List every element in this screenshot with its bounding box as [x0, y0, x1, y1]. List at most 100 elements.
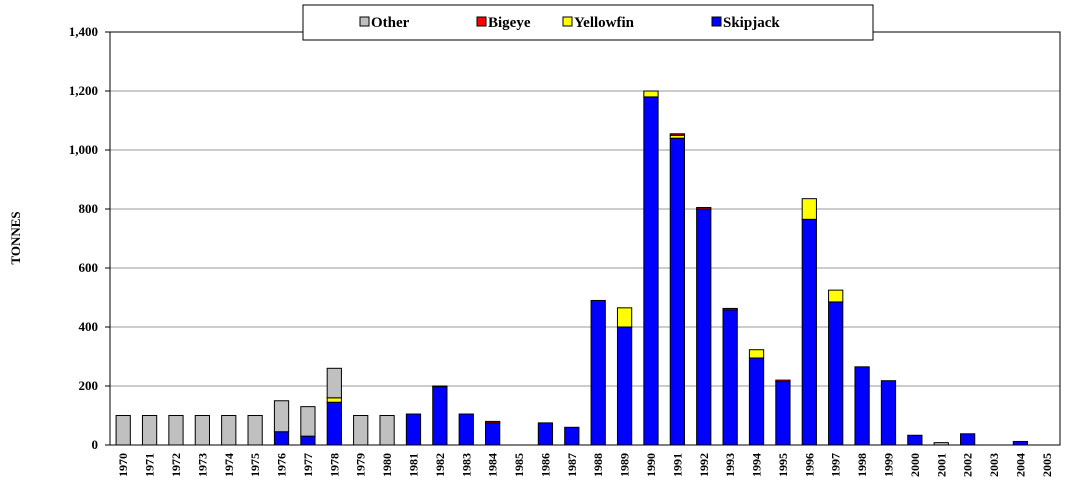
- x-tick-label: 1999: [881, 453, 895, 477]
- bar-segment: [300, 406, 316, 437]
- x-tick-label: 2005: [1040, 453, 1054, 477]
- x-tick-label: 1990: [644, 453, 658, 477]
- bar-segment: [616, 326, 633, 446]
- x-tick-label: 1989: [618, 453, 632, 477]
- bar-segment: [221, 415, 237, 446]
- x-tick-label: 2004: [1013, 453, 1027, 477]
- x-tick-label: 1997: [829, 453, 843, 477]
- bar-segment: [907, 434, 923, 446]
- y-tick-label: 1,200: [69, 83, 98, 98]
- y-tick-label: 800: [79, 201, 99, 216]
- bar-segment: [326, 367, 342, 399]
- bar-segment: [801, 198, 817, 220]
- legend-label: Skipjack: [723, 15, 780, 31]
- bar-segment: [194, 415, 210, 446]
- bar-segment: [696, 207, 712, 210]
- x-tick-label: 2001: [934, 453, 948, 477]
- x-tick-label: 1983: [459, 453, 473, 477]
- x-tick-label: 1993: [723, 453, 737, 477]
- bar-segment: [748, 357, 765, 446]
- bar-segment: [432, 385, 448, 388]
- x-tick-label: 1991: [670, 453, 684, 477]
- x-tick-label: 1986: [538, 453, 552, 477]
- y-axis-label: TONNES: [8, 211, 23, 264]
- bar-segment: [590, 299, 606, 446]
- x-tick-label: 1988: [591, 453, 605, 477]
- legend-label: Bigeye: [488, 15, 531, 31]
- y-tick-label: 1,400: [69, 24, 98, 39]
- bar-segment: [273, 400, 290, 433]
- bar-segment: [669, 137, 685, 446]
- x-tick-label: 1995: [776, 453, 790, 477]
- x-tick-label: 1994: [750, 453, 764, 477]
- bar-segment: [537, 422, 554, 446]
- bar-segment: [168, 415, 184, 446]
- bar-segment: [643, 96, 659, 446]
- bar-segment: [828, 289, 844, 303]
- legend-swatch: [359, 16, 370, 27]
- bar-segment: [564, 426, 580, 446]
- x-tick-label: 1984: [486, 453, 500, 477]
- legend-box: [302, 4, 874, 41]
- bar-segment: [775, 381, 791, 446]
- bar-segment: [801, 218, 817, 446]
- bar-segment: [379, 415, 395, 446]
- bar-segment: [458, 413, 474, 446]
- bar-segment: [273, 431, 290, 446]
- x-tick-label: 1977: [301, 453, 315, 477]
- legend-swatch: [711, 16, 722, 27]
- x-tick-label: 1992: [697, 453, 711, 477]
- x-tick-label: 2002: [961, 453, 975, 477]
- legend-swatch: [562, 16, 573, 27]
- bar-segment: [854, 366, 870, 446]
- x-tick-label: 2000: [908, 453, 922, 477]
- bar-segment: [300, 435, 316, 446]
- y-tick-label: 600: [79, 260, 99, 275]
- bar-segment: [115, 415, 131, 446]
- x-tick-label: 1996: [802, 453, 816, 477]
- bar-segment: [775, 379, 791, 383]
- plot-frame: [109, 31, 1061, 446]
- y-tick-label: 200: [79, 378, 99, 393]
- bar-segment: [326, 397, 342, 403]
- bar-segment: [485, 422, 501, 446]
- bar-segment: [828, 301, 844, 446]
- x-tick-label: 1982: [433, 453, 447, 477]
- x-tick-label: 1998: [855, 453, 869, 477]
- bar-segment: [326, 401, 342, 446]
- legend-label: Yellowfin: [574, 15, 635, 31]
- x-tick-label: 1985: [512, 453, 526, 477]
- bar-segment: [933, 442, 949, 446]
- bar-segment: [141, 415, 158, 446]
- bar-segment: [722, 309, 738, 446]
- y-tick-label: 1,000: [69, 142, 98, 157]
- x-tick-label: 1976: [275, 453, 289, 477]
- bar-segment: [432, 386, 448, 446]
- legend-label: Other: [371, 15, 410, 31]
- bar-segment: [722, 307, 738, 311]
- bar-segment: [485, 420, 501, 424]
- bar-segment: [696, 208, 712, 446]
- bar-segment: [669, 133, 685, 136]
- x-tick-label: 1973: [195, 453, 209, 477]
- x-tick-label: 1987: [565, 453, 579, 477]
- y-tick-label: 0: [92, 437, 99, 452]
- bar-segment: [643, 90, 659, 98]
- x-tick-label: 1978: [327, 453, 341, 477]
- x-tick-label: 1971: [143, 453, 157, 477]
- bar-segment: [880, 380, 897, 446]
- x-tick-label: 2003: [987, 453, 1001, 477]
- bar-segment: [1012, 440, 1029, 446]
- x-tick-label: 1979: [354, 453, 368, 477]
- x-tick-label: 1975: [248, 453, 262, 477]
- bar-segment: [616, 307, 633, 328]
- x-tick-label: 1974: [222, 453, 236, 477]
- legend-swatch: [476, 16, 487, 27]
- x-tick-label: 1981: [406, 453, 420, 477]
- bar-segment: [247, 415, 263, 446]
- x-tick-label: 1972: [169, 453, 183, 477]
- bar-segment: [353, 415, 369, 446]
- bar-segment: [960, 433, 976, 446]
- y-tick-label: 400: [79, 319, 99, 334]
